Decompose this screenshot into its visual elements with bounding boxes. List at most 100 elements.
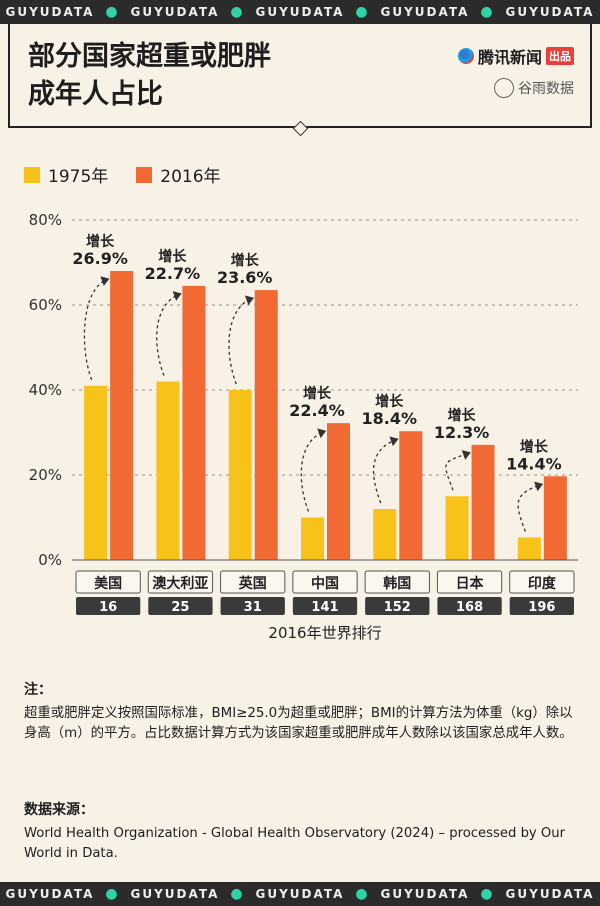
legend-item-1975: 1975年 <box>24 162 108 187</box>
bar-2016 <box>254 290 278 560</box>
brand-primary-label: 腾讯新闻 <box>477 48 542 67</box>
y-tick-label: 80% <box>29 211 62 229</box>
growth-value-label: 23.6% <box>217 268 273 287</box>
rank-box <box>148 597 213 615</box>
category-box <box>436 570 503 594</box>
strip-word: GUYUDATA <box>5 5 95 19</box>
strip-word: GUYUDATA <box>505 887 595 901</box>
rank-label: 196 <box>528 600 555 615</box>
growth-prefix-label: 增长 <box>86 233 115 250</box>
source-text: World Health Organization - Global Healt… <box>24 826 566 861</box>
growth-prefix-label: 增长 <box>158 248 187 265</box>
strip-dot-icon: ● <box>105 4 120 20</box>
growth-arrow-icon <box>156 291 182 376</box>
strip-word: GUYUDATA <box>130 5 220 19</box>
title-line-2: 成年人占比 <box>28 79 163 110</box>
rank-label: 16 <box>99 600 117 615</box>
strip-dot-icon: ● <box>355 4 370 20</box>
strip-word: GUYUDATA <box>5 887 95 901</box>
rank-label: 152 <box>384 600 411 615</box>
growth-prefix-label: 增长 <box>231 252 260 269</box>
bar-2016 <box>327 423 350 560</box>
category-box <box>75 570 141 594</box>
growth-value-label: 22.7% <box>145 264 201 283</box>
growth-prefix-label: 增长 <box>375 393 404 410</box>
rank-box <box>292 597 358 615</box>
notes-heading: 注： <box>24 682 52 698</box>
y-tick-label: 40% <box>29 381 62 399</box>
bar-2016 <box>399 431 423 560</box>
legend-swatch-2016 <box>136 166 153 183</box>
rank-box <box>76 597 141 615</box>
growth-value-label: 18.4% <box>362 409 418 428</box>
rank-box <box>220 597 285 615</box>
rank-box <box>365 597 430 615</box>
strip-word: GUYUDATA <box>255 887 345 901</box>
source-section: 数据来源： World Health Organization - Global… <box>24 800 594 864</box>
category-box <box>147 570 214 594</box>
category-box <box>220 570 286 594</box>
bar-chart: 0%20%40%60%80%增长26.9%美国16增长22.7%澳大利亚25增长… <box>29 211 578 642</box>
y-tick-label: 20% <box>29 466 62 484</box>
chart-legend: 1975年 2016年 <box>24 162 221 187</box>
bottom-brand-strip: GUYUDATA ● GUYUDATA ● GUYUDATA ● GUYUDATA ● GUYU… <box>0 882 600 906</box>
rank-label: 31 <box>244 600 262 615</box>
tencent-news-brand: 腾讯新闻 出品 <box>457 44 574 68</box>
top-brand-strip: GUYUDATA ● GUYUDATA ● GUYUDATA ● GUYUDATA ● GUYU… <box>0 0 600 24</box>
page-title: 部分国家超重或肥胖 成年人占比 <box>28 38 271 114</box>
category-label: 韩国 <box>383 575 411 592</box>
category-label: 中国 <box>311 575 339 592</box>
strip-word: GUYUDATA <box>505 5 595 19</box>
strip-word: GUYUDATA <box>380 5 470 19</box>
growth-value-label: 12.3% <box>434 423 490 442</box>
growth-prefix-label: 增长 <box>303 385 332 402</box>
strip-dot-icon: ● <box>480 4 495 20</box>
bar-1975 <box>156 381 180 560</box>
growth-value-label: 26.9% <box>72 249 128 268</box>
bar-2016 <box>182 285 206 560</box>
strip-dot-icon: ● <box>105 886 120 902</box>
rank-label: 141 <box>311 600 338 615</box>
growth-arrow-icon <box>517 481 544 532</box>
y-tick-label: 0% <box>38 551 62 569</box>
bar-2016 <box>471 444 495 560</box>
guyu-logo-icon <box>494 78 514 98</box>
bar-1975 <box>228 390 252 560</box>
notes-text: 超重或肥胖定义按照国际标准，BMI≥25.0为超重或肥胖；BMI的计算方法为体重… <box>24 706 573 741</box>
bar-2016 <box>543 476 567 560</box>
brand-primary-badge: 出品 <box>546 47 574 65</box>
legend-label-2016: 2016年 <box>160 167 221 187</box>
notes-section: 注： 超重或肥胖定义按照国际标准，BMI≥25.0为超重或肥胖；BMI的计算方法… <box>24 680 584 744</box>
strip-word: GUYUDATA <box>380 887 470 901</box>
strip-word: GUYUDATA <box>130 887 220 901</box>
strip-dot-icon: ● <box>355 886 370 902</box>
growth-prefix-label: 增长 <box>448 407 477 424</box>
category-box <box>364 570 430 594</box>
growth-value-label: 22.4% <box>289 401 345 420</box>
growth-arrow-icon <box>228 295 254 385</box>
growth-prefix-label: 增长 <box>520 438 549 455</box>
growth-arrow-icon <box>83 276 110 380</box>
growth-arrow-icon <box>372 436 399 504</box>
bar-1975 <box>517 537 541 560</box>
legend-item-2016: 2016年 <box>136 162 221 187</box>
category-label: 澳大利亚 <box>152 575 208 592</box>
bar-1975 <box>373 509 397 560</box>
source-heading: 数据来源： <box>24 802 94 818</box>
brand-secondary-label: 谷雨数据 <box>518 81 574 97</box>
rank-box <box>509 597 574 615</box>
bar-2016 <box>110 271 134 560</box>
strip-dot-icon: ● <box>230 4 245 20</box>
strip-dot-icon: ● <box>230 886 245 902</box>
guyu-data-brand: 谷雨数据 <box>458 78 574 98</box>
tencent-news-logo-icon <box>457 48 474 64</box>
x-axis-label: 2016年世界排行 <box>268 624 381 642</box>
category-box <box>509 570 575 594</box>
category-label: 印度 <box>528 575 557 592</box>
category-label: 美国 <box>94 575 122 592</box>
brand-logos: 腾讯新闻 出品 谷雨数据 <box>457 44 574 98</box>
category-box <box>292 570 358 594</box>
rank-box <box>437 597 502 615</box>
legend-label-1975: 1975年 <box>48 167 109 187</box>
growth-arrow-icon <box>445 450 471 491</box>
